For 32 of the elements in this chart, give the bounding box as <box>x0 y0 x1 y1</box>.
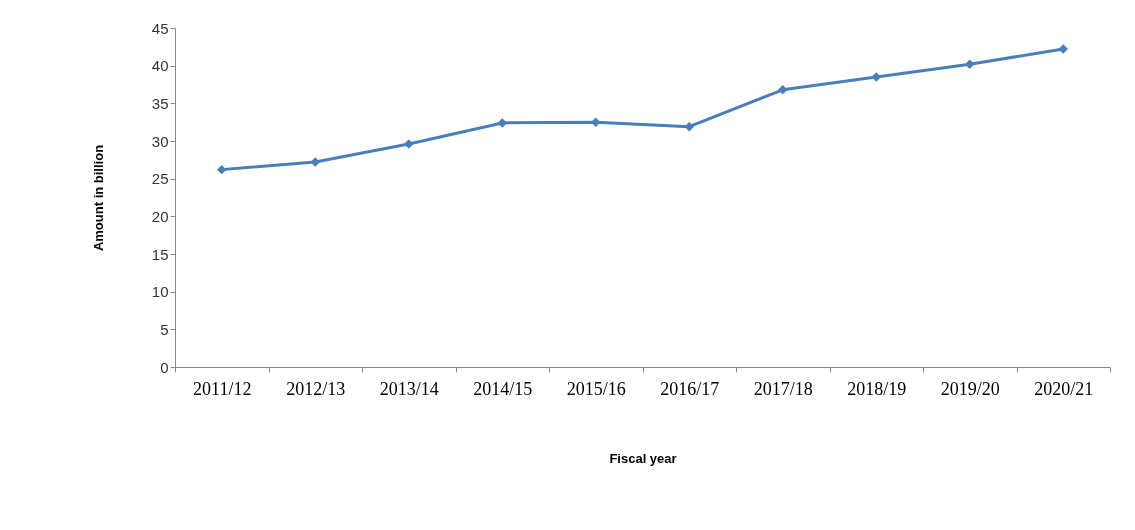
y-tick-label: 15 <box>151 245 169 263</box>
y-tick-label: 0 <box>160 358 169 376</box>
y-tick-label: 25 <box>151 170 169 188</box>
point <box>591 117 601 127</box>
x-tick-label: 2014/15 <box>473 378 533 399</box>
x-tick-label: 2016/17 <box>660 378 720 399</box>
point <box>310 157 320 167</box>
point <box>217 164 227 175</box>
y-axis-title: Amount in billion <box>90 144 106 252</box>
y-tick-label: 40 <box>151 57 169 75</box>
point <box>1058 44 1068 54</box>
x-tick-label: 2017/18 <box>753 378 813 399</box>
y-tick-label: 20 <box>151 207 169 225</box>
x-tick-label: 2012/13 <box>286 378 346 399</box>
point <box>497 118 507 128</box>
x-tick-label: 2011/12 <box>193 378 252 399</box>
point <box>684 121 694 132</box>
x-tick-label: 2019/20 <box>940 378 1000 399</box>
y-tick-label: 30 <box>151 132 169 150</box>
x-tick-label: 2018/19 <box>847 378 907 399</box>
point <box>404 139 414 149</box>
x-tick-label: 2013/14 <box>379 378 439 399</box>
x-tick-label: 2015/16 <box>566 378 626 399</box>
y-tick-label: 5 <box>160 320 169 338</box>
x-axis-title: Fiscal year <box>609 450 677 466</box>
point <box>965 59 975 69</box>
point <box>871 72 881 82</box>
y-tick-label: 45 <box>151 19 169 37</box>
y-tick-label: 35 <box>151 94 169 112</box>
x-tick-label: 2020/21 <box>1034 378 1094 399</box>
point <box>778 85 788 95</box>
y-tick-label: 10 <box>151 283 169 301</box>
